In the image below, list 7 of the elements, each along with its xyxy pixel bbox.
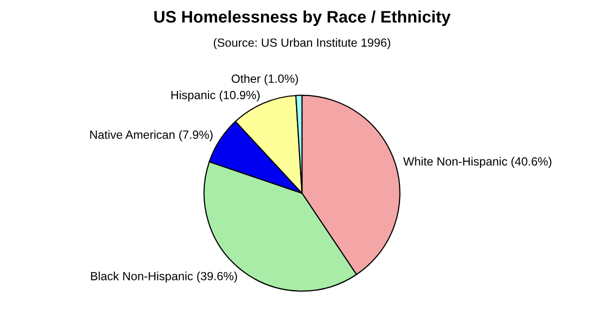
chart-subtitle: (Source: US Urban Institute 1996) <box>214 38 390 50</box>
chart-title: US Homelessness by Race / Ethnicity <box>154 10 451 26</box>
slice-label: Native American (7.9%) <box>90 130 213 142</box>
slice-label: Hispanic (10.9%) <box>171 90 260 102</box>
slice-label: White Non-Hispanic (40.6%) <box>403 156 552 168</box>
slice-label: Other (1.0%) <box>232 74 298 86</box>
slice-label: Black Non-Hispanic (39.6%) <box>91 272 238 283</box>
